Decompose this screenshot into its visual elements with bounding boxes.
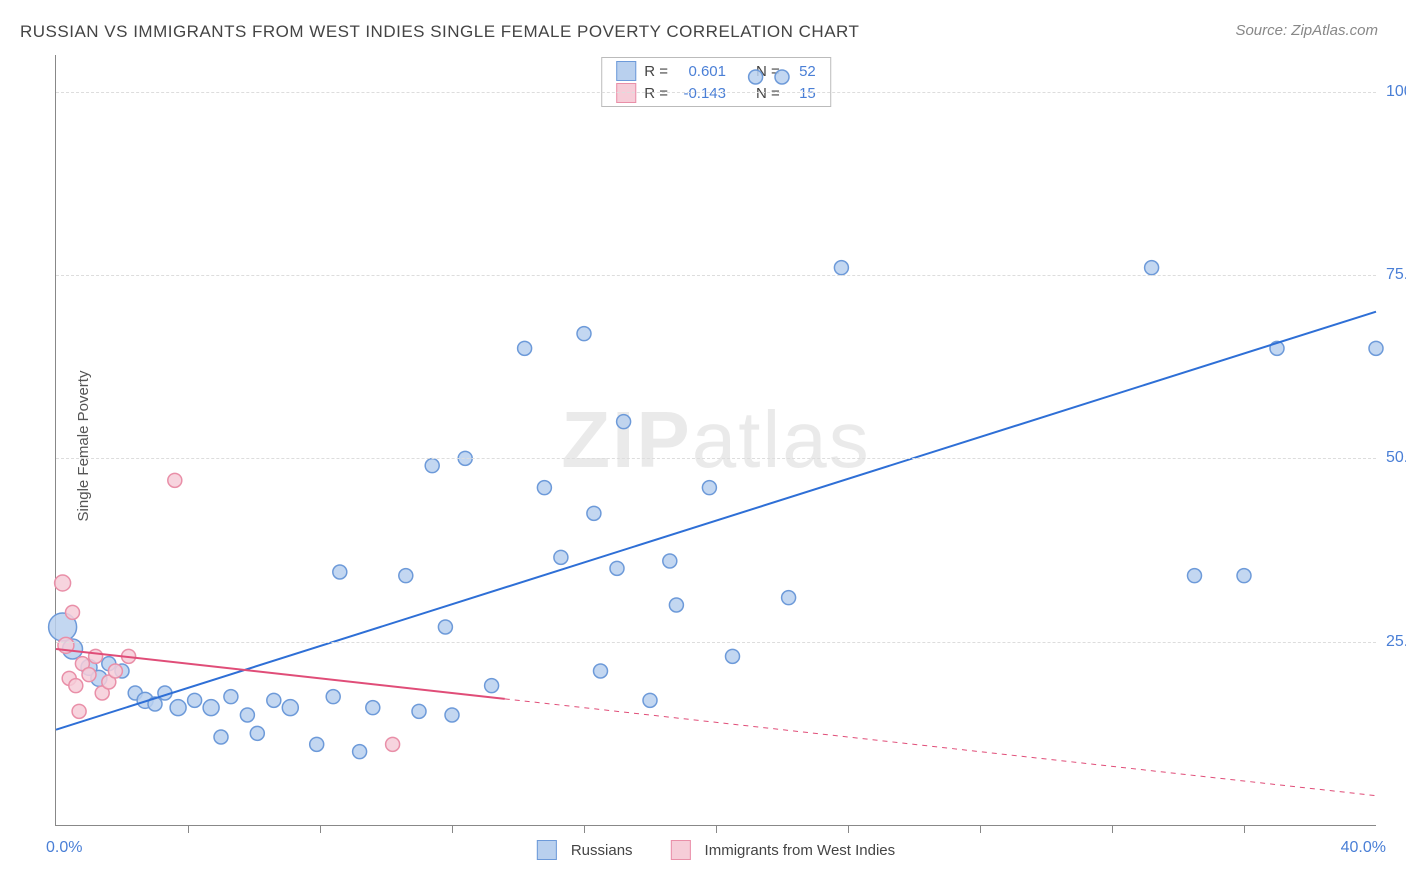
chart-source: Source: ZipAtlas.com — [1235, 22, 1378, 39]
scatter-point — [188, 693, 202, 707]
y-tick-label: 75.0% — [1386, 266, 1406, 284]
scatter-point — [108, 664, 122, 678]
x-tick — [188, 825, 189, 833]
scatter-point — [702, 481, 716, 495]
scatter-point — [445, 708, 459, 722]
scatter-point — [412, 704, 426, 718]
y-tick-label: 25.0% — [1386, 633, 1406, 651]
x-tick — [1244, 825, 1245, 833]
x-tick — [1112, 825, 1113, 833]
scatter-point — [617, 415, 631, 429]
x-tick — [320, 825, 321, 833]
scatter-point — [749, 70, 763, 84]
scatter-point — [72, 704, 86, 718]
scatter-point — [203, 700, 219, 716]
scatter-point — [333, 565, 347, 579]
y-tick-label: 100.0% — [1386, 83, 1406, 101]
scatter-point — [663, 554, 677, 568]
y-tick-label: 50.0% — [1386, 449, 1406, 467]
scatter-point — [282, 700, 298, 716]
chart-svg — [56, 55, 1376, 825]
scatter-point — [485, 679, 499, 693]
gridline — [56, 275, 1376, 276]
plot-area: ZIPatlas R = 0.601 N = 52 R = -0.143 N =… — [55, 55, 1376, 826]
series-legend: Russians Immigrants from West Indies — [537, 840, 895, 860]
scatter-point — [326, 690, 340, 704]
scatter-point — [69, 679, 83, 693]
trend-line-dashed — [505, 699, 1376, 796]
scatter-point — [1188, 569, 1202, 583]
scatter-point — [518, 341, 532, 355]
scatter-point — [82, 668, 96, 682]
scatter-point — [610, 561, 624, 575]
scatter-point — [55, 575, 71, 591]
x-tick — [716, 825, 717, 833]
x-tick — [848, 825, 849, 833]
gridline — [56, 642, 1376, 643]
scatter-point — [168, 473, 182, 487]
scatter-point — [250, 726, 264, 740]
swatch-bottom-immigrants — [671, 840, 691, 860]
scatter-point — [782, 591, 796, 605]
swatch-bottom-russians — [537, 840, 557, 860]
scatter-point — [386, 737, 400, 751]
legend-label-russians: Russians — [571, 842, 633, 859]
scatter-point — [89, 649, 103, 663]
x-axis-max-label: 40.0% — [1341, 839, 1386, 857]
scatter-point — [366, 701, 380, 715]
x-axis-min-label: 0.0% — [46, 839, 82, 857]
scatter-point — [353, 745, 367, 759]
scatter-point — [834, 261, 848, 275]
scatter-point — [170, 700, 186, 716]
scatter-point — [1145, 261, 1159, 275]
scatter-point — [537, 481, 551, 495]
scatter-point — [726, 649, 740, 663]
scatter-point — [1369, 341, 1383, 355]
scatter-point — [587, 506, 601, 520]
scatter-point — [775, 70, 789, 84]
scatter-point — [643, 693, 657, 707]
scatter-point — [66, 605, 80, 619]
scatter-point — [267, 693, 281, 707]
scatter-point — [224, 690, 238, 704]
x-tick — [452, 825, 453, 833]
scatter-point — [240, 708, 254, 722]
scatter-point — [214, 730, 228, 744]
scatter-point — [554, 550, 568, 564]
gridline — [56, 92, 1376, 93]
scatter-point — [577, 327, 591, 341]
x-tick — [980, 825, 981, 833]
scatter-point — [310, 737, 324, 751]
chart-title: RUSSIAN VS IMMIGRANTS FROM WEST INDIES S… — [20, 22, 859, 42]
x-tick — [584, 825, 585, 833]
scatter-point — [425, 459, 439, 473]
trend-line-solid — [56, 312, 1376, 730]
scatter-point — [399, 569, 413, 583]
scatter-point — [1237, 569, 1251, 583]
scatter-point — [438, 620, 452, 634]
gridline — [56, 458, 1376, 459]
scatter-point — [669, 598, 683, 612]
legend-label-immigrants: Immigrants from West Indies — [705, 842, 896, 859]
scatter-point — [594, 664, 608, 678]
